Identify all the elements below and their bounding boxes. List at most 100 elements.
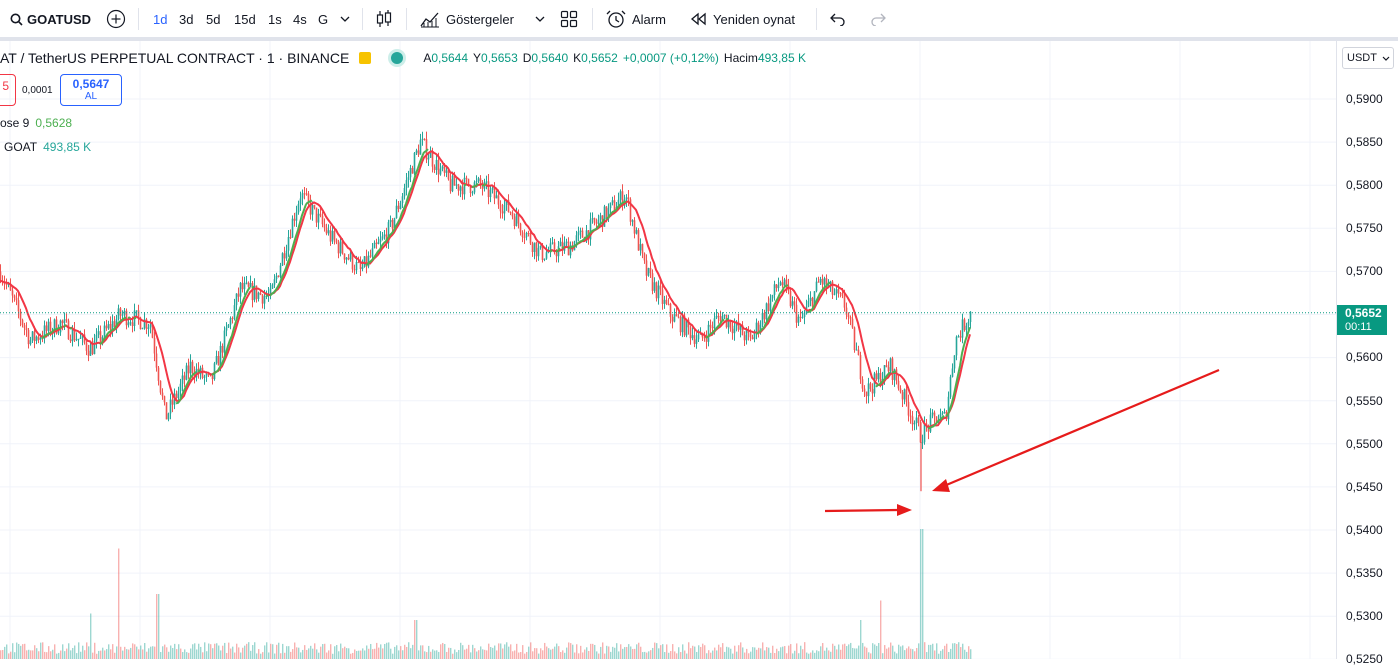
candle-body xyxy=(375,242,378,244)
candle-body xyxy=(941,412,944,415)
price-axis[interactable] xyxy=(1336,41,1398,659)
volume-bar xyxy=(150,646,152,659)
candle-body xyxy=(171,399,174,405)
candle-body xyxy=(555,252,558,257)
symbol-search[interactable]: GOATUSD xyxy=(10,0,91,38)
volume-bar xyxy=(820,646,822,659)
buy-button[interactable]: 0,5647 AL xyxy=(60,74,122,106)
indicators-button[interactable]: Göstergeler xyxy=(420,0,514,38)
volume-value: 493,85 K xyxy=(757,51,806,65)
compare-symbol-button[interactable] xyxy=(106,0,126,38)
candle-body xyxy=(233,305,236,319)
volume-bar xyxy=(558,646,560,659)
volume-bar xyxy=(64,651,66,659)
volume-bar xyxy=(694,646,696,659)
open-value: 0,5644 xyxy=(431,51,469,65)
chart-type-button[interactable] xyxy=(375,0,393,38)
volume-bar xyxy=(574,652,576,659)
candle-body xyxy=(389,219,392,223)
layout-button[interactable] xyxy=(560,0,578,38)
candle-body xyxy=(729,320,732,329)
currency-select[interactable]: USDT xyxy=(1342,47,1394,69)
redo-button[interactable] xyxy=(870,0,886,38)
candle-body xyxy=(191,361,194,374)
candle-body xyxy=(139,317,142,330)
volume-bar xyxy=(912,649,914,659)
alarm-button[interactable]: Alarm xyxy=(605,0,666,38)
volume-bar xyxy=(162,646,164,659)
volume-bar xyxy=(14,652,16,659)
candle-body xyxy=(73,328,76,341)
candle-body xyxy=(409,168,412,178)
candle-body xyxy=(229,318,232,325)
volume-bar xyxy=(98,650,100,659)
volume-bar xyxy=(698,645,700,659)
interval-1d[interactable]: 1d xyxy=(153,11,168,27)
candle-body xyxy=(877,372,880,380)
candle-body xyxy=(697,334,700,340)
interval-1s[interactable]: 1s xyxy=(268,11,282,27)
volume-bar xyxy=(494,645,496,659)
candle-body xyxy=(535,242,538,257)
candle-body xyxy=(11,290,14,296)
indicator-ema-legend[interactable]: ose 9 0,5628 xyxy=(0,116,73,130)
candle-body xyxy=(825,278,828,288)
candle-body xyxy=(893,369,896,380)
interval-G[interactable]: G xyxy=(318,11,329,27)
volume-bar xyxy=(692,645,694,659)
symbol-title[interactable]: AT / TetherUS PERPETUAL CONTRACT · 1 · B… xyxy=(0,50,350,66)
volume-bar xyxy=(772,645,774,659)
candle-body xyxy=(433,166,436,171)
volume-bar xyxy=(406,646,408,659)
volume-bar xyxy=(4,646,6,659)
volume-bar xyxy=(858,645,860,659)
volume-bar xyxy=(314,643,316,659)
candle-body xyxy=(515,213,518,227)
candle-body xyxy=(605,206,608,219)
interval-3d[interactable]: 3d xyxy=(179,11,194,27)
candle-body xyxy=(783,279,786,286)
volume-bar xyxy=(568,642,570,659)
interval-dropdown[interactable] xyxy=(340,0,350,38)
volume-bar xyxy=(970,649,972,659)
volume-bar xyxy=(116,646,118,659)
candle-body xyxy=(823,278,826,285)
candle-body xyxy=(485,181,488,183)
volume-bar xyxy=(504,644,506,659)
candle-body xyxy=(241,282,244,290)
candle-body xyxy=(145,319,148,329)
volume-bar xyxy=(492,647,494,659)
price-tick: 0,5850 xyxy=(1346,135,1383,149)
volume-bar xyxy=(812,650,814,659)
price-chart[interactable] xyxy=(0,41,1336,659)
indicator-volume-legend[interactable]: GOAT 493,85 K xyxy=(4,140,92,154)
volume-bar xyxy=(286,646,288,659)
volume-bar xyxy=(104,650,106,659)
replay-button[interactable]: Yeniden oynat xyxy=(690,0,795,38)
volume-bar xyxy=(924,642,926,659)
interval-15d[interactable]: 15d xyxy=(234,11,256,27)
candle-body xyxy=(5,283,8,285)
volume-bar xyxy=(802,649,804,659)
volume-bar xyxy=(626,646,628,659)
volume-bar xyxy=(328,650,330,659)
candle-body xyxy=(325,227,328,234)
candle-body xyxy=(755,322,758,333)
sell-button[interactable]: 5 xyxy=(0,74,16,106)
volume-bar xyxy=(382,648,384,659)
volume-bar xyxy=(122,650,124,659)
candle-body xyxy=(307,193,310,202)
candle-body xyxy=(541,245,544,260)
volume-bar xyxy=(106,649,108,659)
indicators-dropdown[interactable] xyxy=(535,0,545,38)
interval-5d[interactable]: 5d xyxy=(206,11,221,27)
volume-bar xyxy=(848,644,850,659)
interval-4s[interactable]: 4s xyxy=(293,11,307,27)
candle-body xyxy=(635,230,638,234)
undo-button[interactable] xyxy=(830,0,846,38)
volume-bar xyxy=(528,646,530,659)
volume-bar xyxy=(582,652,584,659)
candle-body xyxy=(683,315,686,336)
volume-bar xyxy=(256,653,258,659)
candle-body xyxy=(81,334,84,338)
